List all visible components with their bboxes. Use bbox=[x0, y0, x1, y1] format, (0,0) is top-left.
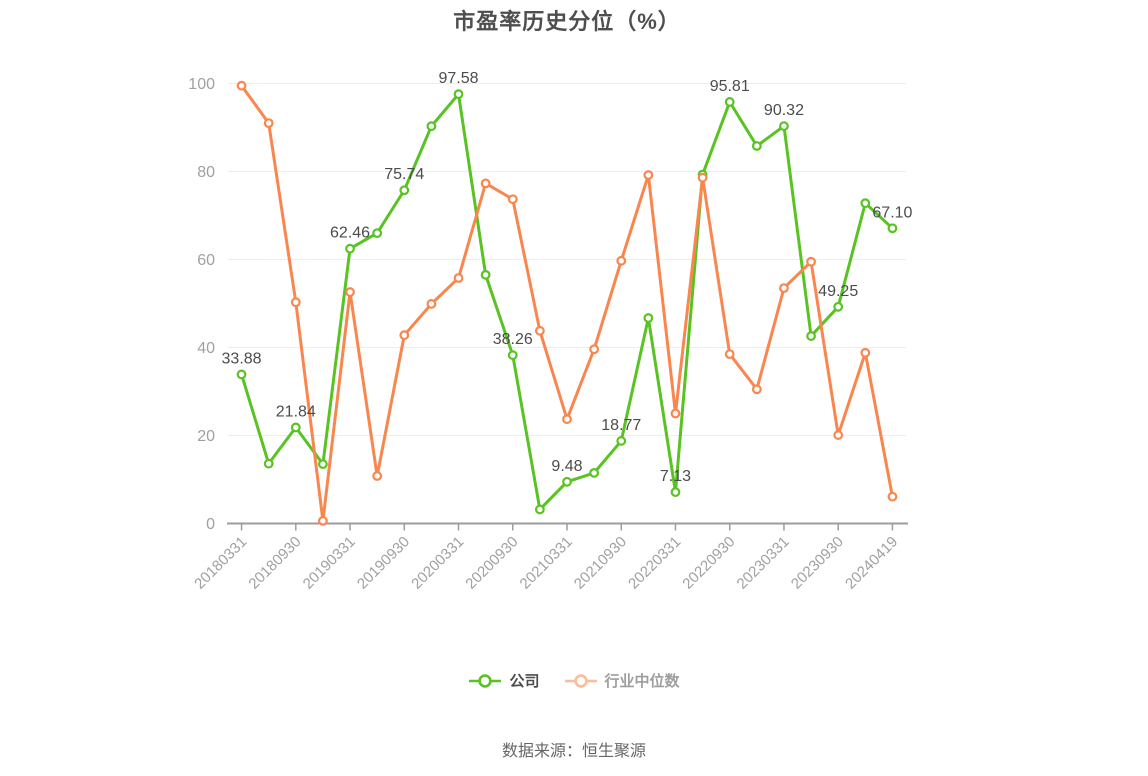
data-point-marker bbox=[562, 414, 572, 425]
x-axis-label: 20190930 bbox=[354, 533, 413, 592]
data-point-marker bbox=[236, 80, 247, 91]
data-point-marker bbox=[534, 325, 545, 336]
data-point-marker bbox=[670, 408, 681, 419]
y-axis-label: 80 bbox=[197, 164, 215, 181]
legend-item-label: 公司 bbox=[509, 673, 540, 690]
data-point-marker bbox=[806, 331, 816, 341]
chart-title: 市盈率历史分位（%） bbox=[453, 9, 681, 34]
data-point-marker bbox=[263, 118, 274, 128]
data-point-label: 38.26 bbox=[493, 331, 533, 348]
data-point-marker bbox=[426, 299, 437, 309]
data-point-marker bbox=[236, 369, 247, 380]
data-point-marker bbox=[399, 330, 410, 341]
data-point-marker bbox=[507, 194, 518, 205]
data-point-marker bbox=[290, 422, 301, 433]
data-point-marker bbox=[833, 430, 844, 440]
data-point-marker bbox=[724, 97, 735, 107]
x-axis-ticks bbox=[240, 524, 894, 531]
source-note: 数据来源：恒生聚源 bbox=[501, 743, 646, 760]
data-point-marker bbox=[751, 384, 762, 395]
data-point-marker bbox=[860, 347, 871, 358]
x-axis-label: 20190331 bbox=[300, 533, 359, 592]
legend-item-industry-median[interactable]: 行业中位数 bbox=[564, 670, 680, 691]
data-point-marker bbox=[887, 491, 898, 502]
data-point-marker bbox=[480, 178, 491, 189]
grid-lines bbox=[228, 83, 906, 436]
data-point-marker bbox=[751, 141, 762, 151]
data-point-marker bbox=[290, 297, 301, 308]
x-axis-label: 20210331 bbox=[517, 533, 576, 592]
data-point-marker bbox=[887, 223, 898, 234]
x-axis-label: 20240419 bbox=[842, 533, 901, 592]
data-point-label: 67.10 bbox=[872, 204, 912, 221]
data-point-label: 75.74 bbox=[384, 166, 424, 183]
data-point-marker bbox=[779, 283, 789, 294]
data-point-marker bbox=[670, 487, 681, 498]
y-axis-label: 60 bbox=[197, 252, 215, 269]
data-point-marker bbox=[833, 301, 844, 312]
y-axis-label: 0 bbox=[206, 516, 215, 533]
y-axis-label: 20 bbox=[197, 428, 215, 445]
series-industry-median-line bbox=[236, 80, 898, 526]
data-point-label: 95.81 bbox=[710, 78, 750, 95]
x-axis-label: 20180331 bbox=[191, 533, 250, 592]
x-axis-label: 20230930 bbox=[788, 533, 847, 592]
y-axis-labels: 0 20 40 60 80 100 bbox=[188, 76, 215, 533]
data-point-marker bbox=[263, 458, 274, 469]
y-axis-label: 100 bbox=[188, 76, 215, 93]
data-point-label: 90.32 bbox=[764, 102, 804, 119]
data-point-label: 33.88 bbox=[222, 350, 262, 367]
legend-item-label: 行业中位数 bbox=[604, 673, 680, 690]
legend-company-marker-icon bbox=[469, 673, 502, 688]
data-point-marker bbox=[372, 471, 383, 481]
data-point-marker bbox=[345, 243, 355, 254]
data-point-marker bbox=[616, 255, 627, 266]
data-point-marker bbox=[534, 504, 545, 515]
data-point-marker bbox=[616, 436, 627, 446]
data-point-label: 49.25 bbox=[818, 283, 858, 300]
x-axis-label: 20200930 bbox=[462, 533, 521, 592]
data-point-marker bbox=[643, 170, 654, 180]
x-axis-label: 20180930 bbox=[245, 533, 304, 592]
data-point-marker bbox=[372, 228, 383, 239]
data-point-marker bbox=[318, 515, 328, 526]
data-point-marker bbox=[724, 349, 735, 360]
data-point-marker bbox=[697, 172, 708, 183]
x-axis-labels: 2018033120180930201903312019093020200331… bbox=[191, 533, 901, 592]
data-point-label: 21.84 bbox=[276, 403, 316, 420]
x-axis-label: 20200331 bbox=[408, 533, 467, 592]
data-point-marker bbox=[399, 185, 410, 196]
legend-item-company[interactable]: 公司 bbox=[468, 670, 540, 691]
data-point-labels: 33.88 21.84 62.46 75.74 97.58 38.26 9.48 18.77 7… bbox=[222, 70, 913, 485]
x-axis-label: 20210930 bbox=[571, 533, 630, 592]
data-point-marker bbox=[806, 256, 816, 267]
data-point-marker bbox=[643, 313, 654, 323]
data-point-marker bbox=[562, 476, 572, 487]
legend-industry-median-marker-icon bbox=[564, 673, 597, 688]
data-point-marker bbox=[507, 350, 518, 361]
data-point-marker bbox=[589, 344, 600, 355]
data-point-marker bbox=[480, 270, 491, 280]
data-point-marker bbox=[426, 121, 437, 132]
legend: 公司 行业中位数 bbox=[0, 670, 1148, 691]
data-point-label: 97.58 bbox=[438, 70, 478, 87]
data-point-marker bbox=[589, 468, 600, 478]
data-point-label: 7.13 bbox=[660, 468, 691, 485]
x-axis-label: 20220331 bbox=[625, 533, 684, 592]
data-point-label: 62.46 bbox=[330, 225, 370, 242]
data-point-marker bbox=[345, 287, 355, 297]
x-axis-label: 20220930 bbox=[679, 533, 738, 592]
data-point-marker bbox=[453, 273, 464, 283]
data-point-marker bbox=[318, 459, 328, 470]
series-company-line bbox=[236, 89, 898, 515]
line-chart: 0 20 40 60 80 100 2018033120180930201903312019… bbox=[188, 70, 913, 592]
y-axis-label: 40 bbox=[197, 340, 215, 357]
data-point-marker bbox=[860, 198, 871, 209]
x-axis-label: 20230331 bbox=[734, 533, 793, 592]
data-point-marker bbox=[779, 121, 789, 131]
data-point-label: 9.48 bbox=[551, 458, 582, 475]
data-point-marker bbox=[453, 89, 464, 100]
data-point-label: 18.77 bbox=[601, 417, 641, 434]
